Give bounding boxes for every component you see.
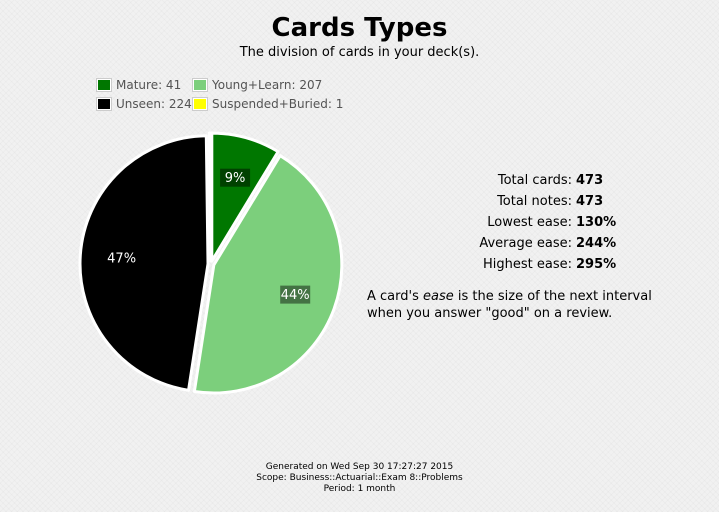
ease-explanation: A card's ease is the size of the next in…	[367, 289, 652, 321]
lowest-ease-value: 130%	[576, 215, 617, 230]
scope-text: Scope: Business::Actuarial::Exam 8::Prob…	[256, 473, 463, 483]
legend-label-suspended-buried: Suspended+Buried: 1	[212, 97, 344, 111]
total-notes-value: 473	[576, 194, 604, 209]
legend-item-unseen: Unseen: 224	[96, 97, 192, 111]
svg-text:9%: 9%	[225, 171, 246, 186]
stat-lowest-ease: Lowest ease: 130%	[420, 212, 616, 233]
legend-item-suspended-buried: Suspended+Buried: 1	[192, 97, 343, 111]
legend-swatch-mature	[98, 80, 110, 90]
legend-label-mature: Mature: 41	[116, 78, 182, 92]
pie-label-young-learn: 44%	[280, 285, 311, 304]
pie-label-unseen: 47%	[106, 248, 137, 267]
svg-text:44%: 44%	[281, 288, 310, 303]
pie-slice-unseen	[78, 134, 210, 392]
highest-ease-value: 295%	[576, 257, 617, 272]
legend-swatch-suspended-buried	[194, 99, 206, 109]
svg-text:47%: 47%	[107, 251, 136, 266]
page-subtitle: The division of cards in your deck(s).	[239, 45, 480, 60]
legend-swatch-unseen	[98, 99, 110, 109]
pie-label-mature: 9%	[220, 168, 251, 187]
total-cards-value: 473	[576, 173, 604, 188]
legend-item-mature: Mature: 41	[96, 78, 181, 92]
page-title: Cards Types	[271, 13, 448, 43]
stat-average-ease: Average ease: 244%	[420, 233, 616, 254]
ease-term: ease	[423, 289, 454, 304]
legend-label-young-learn: Young+Learn: 207	[212, 78, 323, 92]
stat-highest-ease: Highest ease: 295%	[420, 254, 616, 275]
legend-label-unseen: Unseen: 224	[116, 97, 192, 111]
generated-timestamp: Generated on Wed Sep 30 17:27:27 2015	[265, 462, 454, 472]
card-stats: Total cards: 473 Total notes: 473 Lowest…	[420, 170, 616, 275]
average-ease-value: 244%	[576, 236, 617, 251]
legend-swatch-young-learn	[194, 80, 206, 90]
period-text: Period: 1 month	[323, 484, 396, 494]
stat-total-notes: Total notes: 473	[420, 191, 616, 212]
stat-total-cards: Total cards: 473	[420, 170, 616, 191]
report-footer: Generated on Wed Sep 30 17:27:27 2015 Sc…	[0, 462, 719, 495]
pie-slice-suspended-buried	[207, 131, 213, 263]
legend-item-young-learn: Young+Learn: 207	[192, 78, 322, 92]
pie-slice-young-learn	[192, 154, 344, 395]
